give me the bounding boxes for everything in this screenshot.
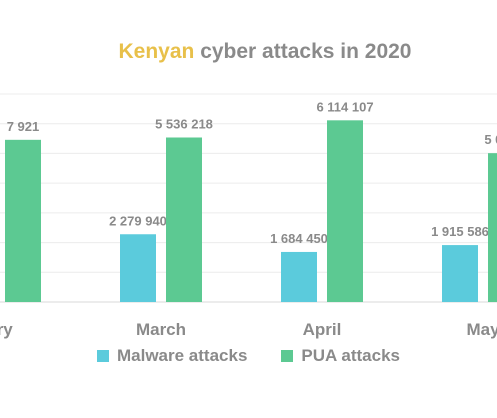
bar-malware-2: [281, 251, 317, 302]
bar-malware-3: [442, 245, 478, 302]
x-tick-label: March: [136, 320, 186, 339]
data-label-pua-2: 6 114 107: [316, 99, 373, 114]
data-label-pua-3: 5 009 0: [484, 132, 497, 147]
chart-title-rest: cyber attacks in 2020: [200, 40, 412, 63]
legend: Malware attacks PUA attacks: [0, 346, 497, 366]
bar-pua-1: [166, 137, 202, 302]
legend-item-pua: PUA attacks: [281, 346, 400, 366]
chart-title-highlight: Kenyan: [118, 40, 195, 63]
bar-pua-3: [488, 153, 497, 302]
data-label-malware-2: 1 684 450: [270, 231, 328, 246]
legend-label-pua: PUA attacks: [301, 346, 400, 365]
legend-item-malware: Malware attacks: [97, 346, 247, 366]
data-label-pua-0: 7 921: [7, 119, 40, 134]
legend-swatch-pua: [281, 350, 294, 362]
bar-pua-2: [327, 120, 363, 303]
x-tick-label: May: [466, 320, 497, 339]
bar-pua-0: [5, 139, 41, 302]
legend-label-malware: Malware attacks: [117, 346, 248, 365]
data-label-malware-1: 2 279 940: [109, 213, 167, 228]
x-tick-label: April: [303, 320, 342, 339]
data-label-pua-1: 5 536 218: [155, 116, 213, 131]
x-tick-label: ary: [0, 320, 13, 339]
data-label-malware-3: 1 915 586: [431, 224, 489, 239]
bar-malware-1: [120, 234, 156, 302]
chart-title: Kenyan cyber attacks in 2020: [0, 40, 497, 64]
legend-swatch-malware: [97, 350, 109, 362]
